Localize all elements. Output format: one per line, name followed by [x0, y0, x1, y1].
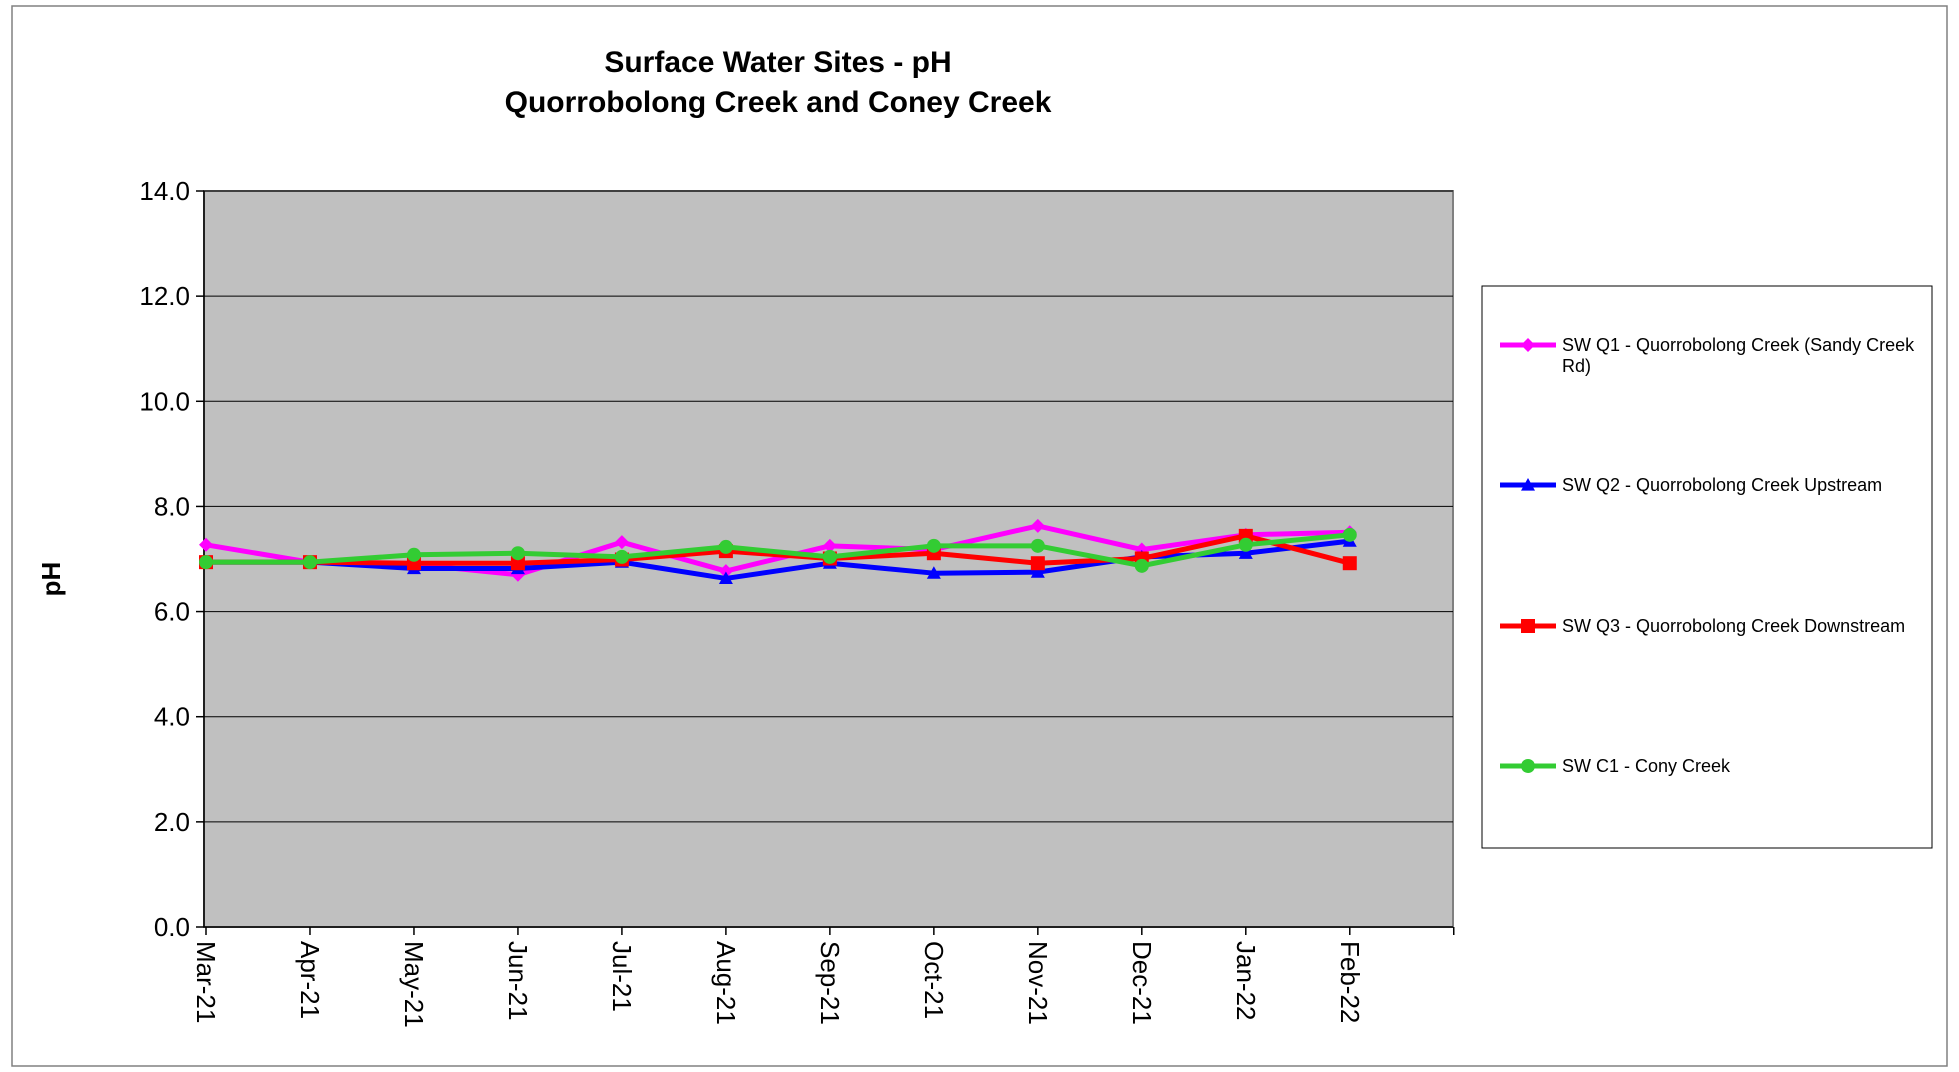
y-tick-label: 2.0 [154, 807, 190, 837]
data-point [1030, 556, 1045, 571]
data-point [406, 547, 421, 562]
legend-label-line: SW C1 - Cony Creek [1562, 756, 1731, 776]
data-point [302, 555, 317, 570]
data-point [1030, 518, 1045, 533]
data-point [822, 538, 837, 553]
x-tick-label: May-21 [399, 941, 429, 1028]
legend-label-line: SW Q1 - Quorrobolong Creek (Sandy Creek [1562, 335, 1915, 355]
data-point [1030, 565, 1045, 578]
data-point [614, 549, 629, 564]
legend-label-line: SW Q3 - Quorrobolong Creek Downstream [1562, 616, 1905, 636]
y-tick-label: 6.0 [154, 597, 190, 627]
x-tick-label: Jan-22 [1231, 941, 1261, 1021]
data-point [510, 556, 525, 571]
legend-label: SW Q3 - Quorrobolong Creek Downstream [1562, 616, 1905, 636]
legend-box [1481, 285, 1933, 849]
x-tick-label: Nov-21 [1023, 941, 1053, 1025]
series-line [206, 532, 1351, 569]
legend-label: SW C1 - Cony Creek [1562, 756, 1731, 776]
data-point [1238, 546, 1253, 559]
chart-subtitle: Quorrobolong Creek and Coney Creek [505, 86, 1052, 119]
data-point [199, 537, 213, 552]
x-tick-label: Aug-21 [711, 941, 741, 1025]
data-point [1342, 556, 1357, 571]
x-tick-label: Jun-21 [503, 941, 533, 1021]
legend-marker [1521, 619, 1535, 633]
x-tick-label: Dec-21 [1127, 941, 1157, 1025]
y-axis-label: pH [36, 562, 66, 597]
x-tick-label: Apr-21 [295, 941, 325, 1019]
x-tick-label: Mar-21 [191, 941, 221, 1023]
data-point [822, 549, 837, 564]
legend-label-line: Rd) [1562, 356, 1591, 376]
legend-marker [1521, 478, 1535, 491]
legend-marker [1521, 338, 1535, 352]
y-tick-label: 8.0 [154, 491, 190, 521]
y-tick-label: 14.0 [139, 176, 190, 206]
data-point [718, 564, 733, 579]
data-point [1238, 537, 1253, 552]
data-point [926, 566, 941, 579]
legend-label: SW Q2 - Quorrobolong Creek Upstream [1562, 475, 1882, 495]
data-point [926, 538, 941, 553]
data-point [199, 555, 213, 570]
y-tick-label: 0.0 [154, 912, 190, 942]
legend-marker [1521, 759, 1535, 773]
x-tick-label: Feb-22 [1335, 941, 1365, 1023]
data-point [510, 546, 525, 561]
legend-label-line: SW Q2 - Quorrobolong Creek Upstream [1562, 475, 1882, 495]
chart-title: Surface Water Sites - pH [604, 46, 951, 79]
x-tick-label: Sep-21 [815, 941, 845, 1025]
data-point [614, 535, 629, 550]
x-tick-label: Jul-21 [607, 941, 637, 1012]
data-point [718, 571, 733, 585]
series-line [206, 533, 1351, 566]
data-point [1342, 527, 1357, 542]
y-tick-label: 12.0 [139, 281, 190, 311]
data-point [1030, 538, 1045, 553]
y-tick-label: 4.0 [154, 702, 190, 732]
data-point [718, 539, 733, 554]
legend-label: SW Q1 - Quorrobolong Creek (Sandy Creek R… [1562, 335, 1915, 376]
y-tick-label: 10.0 [139, 386, 190, 416]
x-tick-label: Oct-21 [919, 941, 949, 1019]
data-point [1134, 558, 1149, 573]
